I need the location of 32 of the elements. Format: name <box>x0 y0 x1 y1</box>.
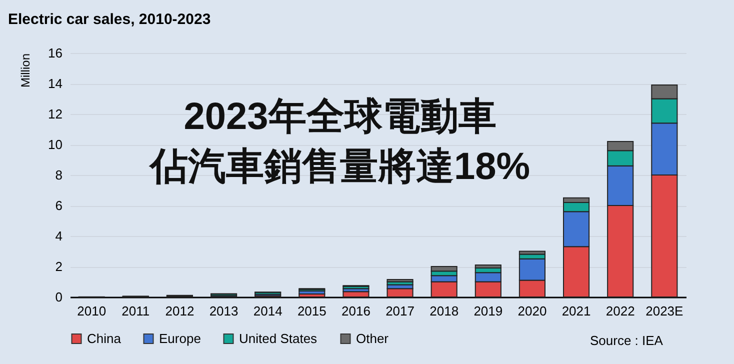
chart-title: Electric car sales, 2010-2023 <box>8 11 211 28</box>
y-tick-label: 0 <box>55 290 62 304</box>
legend-label: China <box>87 330 122 346</box>
legend-label: United States <box>239 330 318 346</box>
y-tick-label: 6 <box>55 198 62 213</box>
x-tick-label: 2012 <box>165 304 194 318</box>
x-tick-label: 2015 <box>297 304 326 318</box>
y-axis-title: Million <box>18 54 32 88</box>
y-tick-label: 10 <box>48 137 62 152</box>
x-tick-label: 2020 <box>518 304 547 318</box>
legend-label: Europe <box>159 330 201 346</box>
x-tick-label: 2021 <box>562 304 591 318</box>
x-tick-label: 2010 <box>77 304 106 318</box>
x-tick-label: 2011 <box>122 304 150 318</box>
x-tick-label: 2019 <box>474 304 503 318</box>
x-tick-label: 2023E <box>646 304 684 318</box>
y-tick-label: 16 <box>48 46 62 60</box>
x-tick-label: 2018 <box>430 304 459 318</box>
y-tick-label: 8 <box>55 168 62 182</box>
x-tick-label: 2016 <box>342 304 370 318</box>
x-tick-label: 2013 <box>209 304 238 318</box>
y-tick-label: 12 <box>48 106 62 122</box>
source-note: Source : IEA <box>590 333 664 348</box>
annotation: 2023年全球電動車 <box>184 96 496 138</box>
x-tick-label: 2017 <box>386 304 414 318</box>
y-tick-label: 14 <box>48 76 62 91</box>
legend-label: Other <box>356 330 390 346</box>
x-tick-label: 2014 <box>253 304 282 318</box>
x-tick-label: 2022 <box>606 304 635 318</box>
y-tick-label: 4 <box>55 228 62 244</box>
y-tick-label: 2 <box>55 259 62 274</box>
annotation: 佔汽車銷售量將達18% <box>148 146 530 188</box>
